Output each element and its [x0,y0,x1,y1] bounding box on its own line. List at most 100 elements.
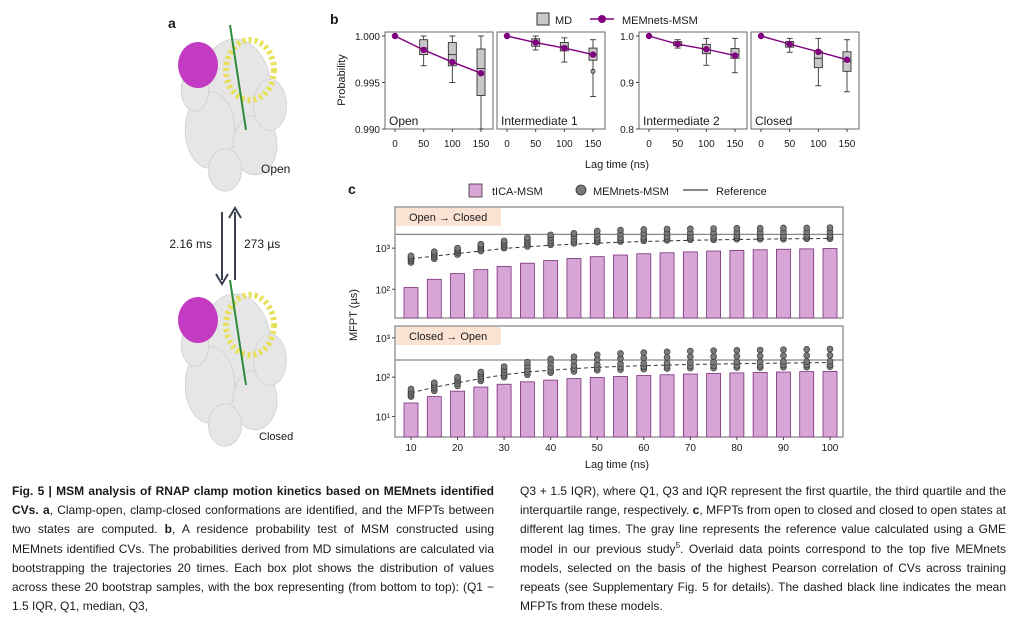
legend-tica-swatch [468,183,483,198]
axis-label-probability: Probability [336,54,348,106]
legend-memnets-label: MEMnets-MSM [593,186,669,198]
memnets-point [477,240,485,248]
tica-bar [450,390,465,438]
clamp-helices-open [223,37,277,103]
x-tick-label: 0 [392,139,398,150]
memnets-point [710,347,717,355]
memnets-point [710,225,717,232]
state-label-bg [396,327,501,345]
memnets-point [733,224,741,232]
memnets-point [561,44,568,52]
memnets-point [826,351,834,359]
tica-bar [636,375,652,438]
tica-bar [706,250,722,319]
tica-bar [729,250,745,319]
caption-label-b: b [164,522,173,537]
subplot-title: Intermediate 2 [643,114,720,128]
clamp-helices-closed [223,292,277,358]
subplot-frame [638,31,748,130]
x-tick-label: 0 [504,139,510,150]
memnets-point [593,351,601,359]
memnets-point [687,353,694,361]
subplot-title: Open [389,114,418,128]
tica-bar [752,372,768,438]
x-tick-label: 150 [839,139,856,150]
legend-md-swatch [536,12,550,26]
axis-label-mfpt: MFPT (µs) [348,289,360,341]
subplot-title: Intermediate 1 [501,114,578,128]
dna-strand-closed [229,279,247,386]
memnets-point [780,346,787,353]
memnets-line [760,35,848,61]
caption-left-column: Fig. 5 | MSM analysis of RNAP clamp moti… [12,482,494,616]
subplot-open: 1.000 0.995 0.990 0 50 100 150 Open [355,31,494,150]
memnets-point [391,32,399,40]
y-tick-label: 0.995 [355,79,380,90]
x-tick-label: 100 [810,139,827,150]
memnets-line [506,35,594,56]
memnets-point [756,224,764,232]
clamp-domain-closed [178,297,218,343]
tica-bar [426,278,442,319]
tica-bar [403,287,419,319]
memnets-point [547,231,554,239]
panel-label-b: b [330,11,339,27]
x-tick-label: 50 [592,443,604,454]
caption-a-text: , Clamp-open, clamp-closed conformations… [12,503,494,537]
memnets-point [843,56,851,63]
subplot-closed: 0 50 100 150 Closed [750,31,860,150]
protein-surface-closed [208,403,242,447]
y-tick-label: 10³ [376,244,391,255]
x-tick-label: 150 [727,139,744,150]
memnets-line [648,35,736,57]
protein-surface-closed [253,334,287,386]
panel-label-c: c [348,181,356,197]
x-tick-label: 100 [556,139,573,150]
md-flier [590,68,596,74]
memnets-point [803,358,811,365]
memnets-point [826,224,834,231]
memnets-point [503,32,511,40]
subplot-frame [384,31,494,130]
caption-col2-text-2: , MFPTs from open to closed and closed t… [520,503,1006,556]
rate-open-to-closed: 2.16 ms [169,237,212,251]
tica-bar [613,254,628,319]
arrow-head-up [228,206,242,219]
axis-label-lag-time-c: Lag time (ns) [585,459,649,471]
rate-closed-to-open: 273 µs [244,237,280,251]
y-tick-label: 10² [376,373,391,384]
memnets-point [454,373,461,381]
memnets-point [803,224,811,232]
subplot-open-to-closed: Open → Closed 10³ 10² [376,206,844,319]
tica-bar [473,269,489,319]
tica-bar [706,373,722,438]
x-tick-label: 10 [405,443,417,454]
state-transition-label: Open → Closed [409,212,487,224]
tica-bar [636,253,652,319]
tica-bar [822,370,838,438]
tica-bar [543,260,559,319]
memnets-point [815,48,822,56]
legend-tica-label: tICA-MSM [492,186,543,198]
x-tick-label: 40 [545,443,557,454]
tica-bar [519,262,535,319]
memnets-point [826,345,834,353]
tica-bar [659,374,675,438]
memnets-point [703,46,710,53]
legend-memnets-label: MEMnets-MSM [622,15,698,27]
memnets-point [617,226,624,234]
memnets-point [407,385,415,393]
state-label-closed: Closed [259,431,293,443]
x-tick-label: 100 [698,139,715,150]
legend-memnets-marker [598,15,606,23]
x-tick-label: 100 [822,443,839,454]
memnets-point [524,234,531,241]
memnets-point [803,346,811,353]
tica-bar [566,378,582,438]
memnets-point [710,358,717,366]
tica-bar [776,248,791,319]
memnets-point [524,358,531,366]
state-transition-label: Closed → Open [409,331,487,343]
caption-reference-5: 5 [675,540,681,550]
tica-bar [682,251,698,319]
